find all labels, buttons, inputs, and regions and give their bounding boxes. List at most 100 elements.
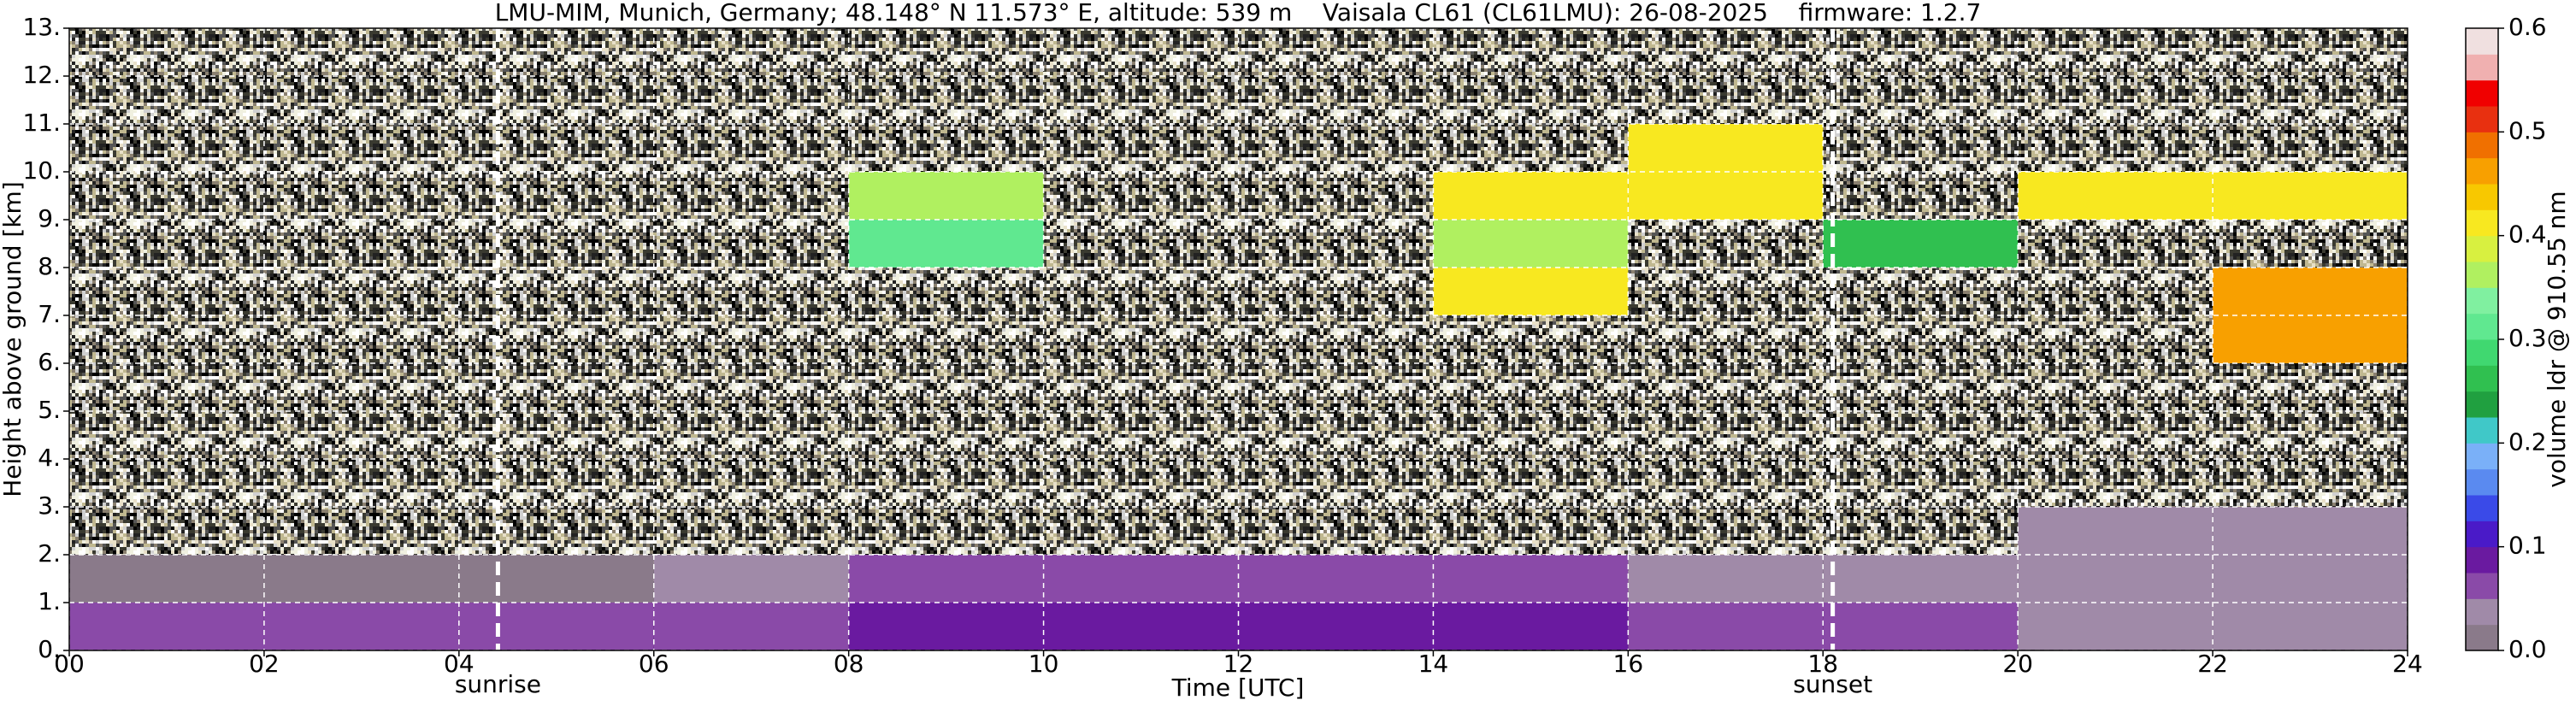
- heatmap-cell: [1628, 124, 1824, 172]
- colorbar-tick-label: 0.0: [2508, 635, 2547, 663]
- heatmap-cell: [653, 555, 849, 603]
- colorbar-swatch: [2466, 28, 2498, 55]
- heatmap-cell: [2213, 315, 2408, 363]
- x-tick-label: 08: [834, 650, 864, 678]
- x-tick-label: 06: [639, 650, 669, 678]
- colorbar-swatch: [2466, 287, 2498, 315]
- heatmap-cell: [1628, 172, 1824, 220]
- colorbar-swatch: [2466, 391, 2498, 418]
- x-tick-label: 02: [249, 650, 280, 678]
- heatmap-cell: [1238, 603, 1434, 650]
- sun-label: sunset: [1793, 670, 1872, 698]
- y-tick-label: 10.: [22, 156, 61, 185]
- heatmap-cell: [1238, 555, 1434, 603]
- chart-title: LMU-MIM, Munich, Germany; 48.148° N 11.5…: [495, 0, 1982, 26]
- heatmap-cell: [1628, 603, 1824, 650]
- x-tick-label: 16: [1613, 650, 1644, 678]
- colorbar-tick-label: 0.5: [2508, 116, 2547, 144]
- colorbar-swatch: [2466, 624, 2498, 651]
- heatmap-cell: [1433, 172, 1629, 220]
- colorbar-swatch: [2466, 209, 2498, 237]
- x-tick-label: 10: [1029, 650, 1059, 678]
- y-tick-label: 3.: [38, 491, 61, 520]
- x-tick-label: 18: [1807, 650, 1838, 678]
- heatmap-cell: [848, 555, 1044, 603]
- y-tick-label: 2.: [38, 539, 61, 568]
- heatmap-cell: [458, 603, 654, 650]
- heatmap-cell: [1043, 603, 1239, 650]
- x-tick-label: 00: [54, 650, 85, 678]
- colorbar-swatch: [2466, 521, 2498, 548]
- heatmap-cell: [1433, 220, 1629, 268]
- colorbar-swatch: [2466, 54, 2498, 81]
- colorbar-swatch: [2466, 495, 2498, 521]
- heatmap-cell: [2018, 603, 2213, 650]
- heatmap-cell: [848, 603, 1044, 650]
- colorbar-swatch: [2466, 573, 2498, 599]
- colorbar-swatch: [2466, 262, 2498, 288]
- x-tick-label: 22: [2197, 650, 2228, 678]
- colorbar-swatch: [2466, 546, 2498, 574]
- heatmap-cell: [1433, 268, 1629, 315]
- colorbar-swatch: [2466, 468, 2498, 496]
- heatmap-cell: [263, 603, 459, 650]
- heatmap-cell: [1433, 603, 1629, 650]
- heatmap-cell: [2018, 555, 2213, 603]
- y-tick-label: 1.: [38, 587, 61, 615]
- heatmap-cell: [458, 555, 654, 603]
- colorbar-swatch: [2466, 79, 2498, 107]
- heatmap-cell: [263, 555, 459, 603]
- heatmap-cell: [2213, 507, 2408, 555]
- x-tick-label: 12: [1223, 650, 1254, 678]
- x-axis-label: Time [UTC]: [1171, 674, 1305, 702]
- colorbar-swatch: [2466, 184, 2498, 210]
- colorbar-swatch: [2466, 235, 2498, 262]
- heatmap-cell: [2213, 603, 2408, 650]
- colorbar-swatch: [2466, 339, 2498, 366]
- heatmap-cell: [653, 603, 849, 650]
- heatmap-cell: [1433, 555, 1629, 603]
- colorbar-tick-label: 0.6: [2508, 13, 2547, 41]
- heatmap-cell: [69, 603, 264, 650]
- colorbar-tick-label: 0.1: [2508, 532, 2547, 560]
- x-tick-label: 04: [444, 650, 475, 678]
- heatmap-cell: [2213, 555, 2408, 603]
- y-tick-label: 6.: [38, 348, 61, 376]
- heatmap-cell: [1823, 603, 2019, 650]
- colorbar-swatch: [2466, 598, 2498, 626]
- colorbar-swatch: [2466, 106, 2498, 132]
- y-tick-label: 12.: [22, 61, 61, 89]
- colorbar-swatch: [2466, 365, 2498, 392]
- y-tick-label: 0.: [38, 635, 61, 663]
- y-tick-label: 5.: [38, 396, 61, 424]
- heatmap-cell: [69, 555, 264, 603]
- colorbar-label: volume ldr @ 910.55 nm: [2543, 191, 2571, 487]
- plot-frame: [68, 27, 2408, 651]
- colorbar-tick-label: 0.3: [2508, 324, 2547, 352]
- heatmap-cell: [2018, 172, 2213, 220]
- heatmap-cell: [2213, 172, 2408, 220]
- y-tick-label: 9.: [38, 204, 61, 232]
- colorbar-swatch: [2466, 157, 2498, 185]
- y-tick-label: 7.: [38, 300, 61, 328]
- colorbar-swatch: [2466, 313, 2498, 340]
- y-tick-label: 13.: [22, 13, 61, 41]
- y-axis-label: Height above ground [km]: [0, 181, 27, 497]
- colorbar-swatch: [2466, 443, 2498, 470]
- heatmap-cell: [1823, 220, 2019, 268]
- x-tick-label: 14: [1418, 650, 1449, 678]
- heatmap-cell: [1823, 555, 2019, 603]
- colorbar-tick-label: 0.4: [2508, 221, 2547, 249]
- colorbar-swatch: [2466, 132, 2498, 159]
- x-tick-label: 20: [2002, 650, 2033, 678]
- colorbar-tick-label: 0.2: [2508, 427, 2547, 456]
- heatmap-cell: [1043, 555, 1239, 603]
- heatmap-cell: [848, 172, 1044, 220]
- y-tick-label: 8.: [38, 252, 61, 280]
- x-tick-label: 24: [2392, 650, 2423, 678]
- heatmap-cell: [1628, 555, 1824, 603]
- heatmap-cell: [848, 220, 1044, 268]
- y-tick-label: 11.: [22, 109, 61, 137]
